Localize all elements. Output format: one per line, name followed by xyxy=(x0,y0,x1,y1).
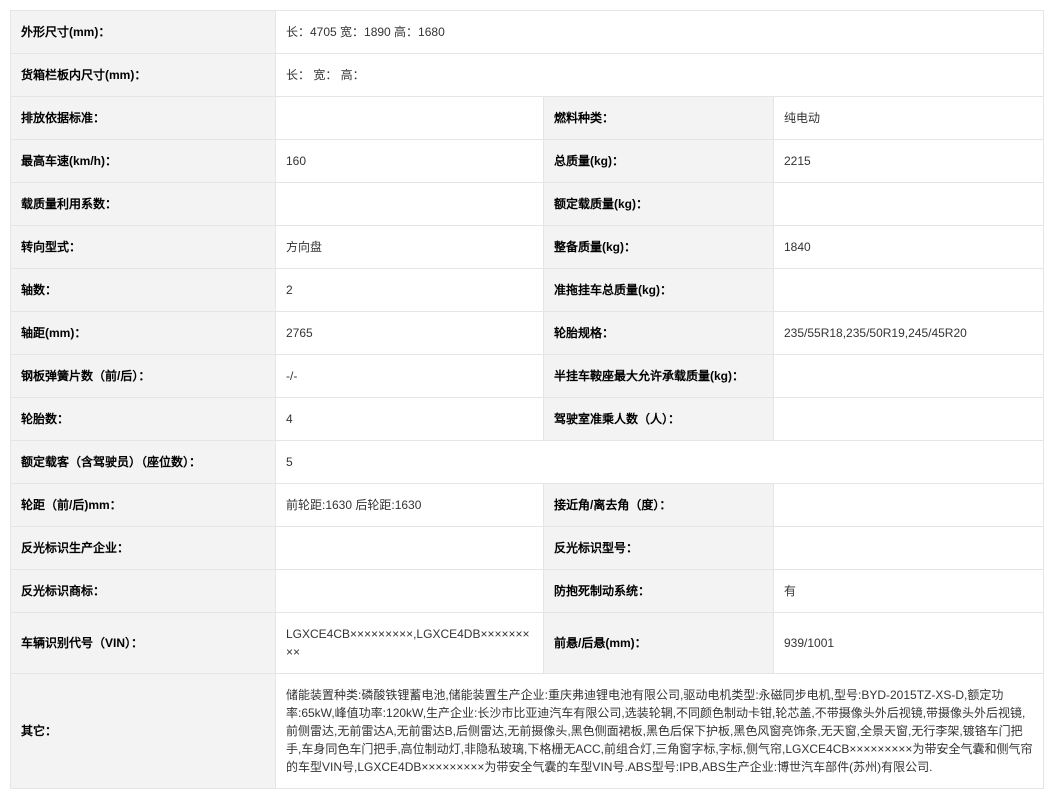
label-wheelbase: 轴距(mm)： xyxy=(11,312,276,355)
label-fuel-type: 燃料种类： xyxy=(544,97,774,140)
value-total-mass: 2215 xyxy=(774,140,1044,183)
label-track-width: 轮距（前/后)mm： xyxy=(11,484,276,527)
label-leaf-spring: 钢板弹簧片数（前/后）： xyxy=(11,355,276,398)
label-emission-standard: 排放依据标准： xyxy=(11,97,276,140)
label-mass-util-coef: 载质量利用系数： xyxy=(11,183,276,226)
label-reflector-model: 反光标识型号： xyxy=(544,527,774,570)
value-rated-passengers: 5 xyxy=(276,441,1044,484)
label-steering-type: 转向型式： xyxy=(11,226,276,269)
value-mass-util-coef xyxy=(276,183,544,226)
value-cargo-dimensions: 长： 宽： 高： xyxy=(276,54,1044,97)
label-semi-trailer-saddle: 半挂车鞍座最大允许承载质量(kg)： xyxy=(544,355,774,398)
label-dimensions: 外形尺寸(mm)： xyxy=(11,11,276,54)
label-abs: 防抱死制动系统： xyxy=(544,570,774,613)
label-tire-spec: 轮胎规格： xyxy=(544,312,774,355)
label-total-mass: 总质量(kg)： xyxy=(544,140,774,183)
label-approach-departure: 接近角/离去角（度）： xyxy=(544,484,774,527)
value-leaf-spring: -/- xyxy=(276,355,544,398)
label-reflector-mfr: 反光标识生产企业： xyxy=(11,527,276,570)
value-abs: 有 xyxy=(774,570,1044,613)
value-reflector-mfr xyxy=(276,527,544,570)
value-tire-count: 4 xyxy=(276,398,544,441)
value-rated-load xyxy=(774,183,1044,226)
value-emission-standard xyxy=(276,97,544,140)
value-tire-spec: 235/55R18,235/50R19,245/45R20 xyxy=(774,312,1044,355)
label-curb-mass: 整备质量(kg)： xyxy=(544,226,774,269)
value-fuel-type: 纯电动 xyxy=(774,97,1044,140)
label-other: 其它： xyxy=(11,674,276,789)
value-approach-departure xyxy=(774,484,1044,527)
label-axle-count: 轴数： xyxy=(11,269,276,312)
label-trailer-total-mass: 准拖挂车总质量(kg)： xyxy=(544,269,774,312)
vehicle-spec-table: 外形尺寸(mm)： 长：4705 宽：1890 高：1680 货箱栏板内尺寸(m… xyxy=(10,10,1044,789)
value-other: 储能装置种类:磷酸铁锂蓄电池,储能装置生产企业:重庆弗迪锂电池有限公司,驱动电机… xyxy=(276,674,1044,789)
label-vin: 车辆识别代号（VIN）： xyxy=(11,613,276,674)
label-reflector-trademark: 反光标识商标： xyxy=(11,570,276,613)
value-reflector-trademark xyxy=(276,570,544,613)
value-steering-type: 方向盘 xyxy=(276,226,544,269)
value-track-width: 前轮距:1630 后轮距:1630 xyxy=(276,484,544,527)
value-overhang: 939/1001 xyxy=(774,613,1044,674)
value-dimensions: 长：4705 宽：1890 高：1680 xyxy=(276,11,1044,54)
value-wheelbase: 2765 xyxy=(276,312,544,355)
value-max-speed: 160 xyxy=(276,140,544,183)
value-reflector-model xyxy=(774,527,1044,570)
value-vin: LGXCE4CB×××××××××,LGXCE4DB××××××××× xyxy=(276,613,544,674)
value-semi-trailer-saddle xyxy=(774,355,1044,398)
value-cab-passengers xyxy=(774,398,1044,441)
label-overhang: 前悬/后悬(mm)： xyxy=(544,613,774,674)
label-rated-load: 额定载质量(kg)： xyxy=(544,183,774,226)
value-trailer-total-mass xyxy=(774,269,1044,312)
value-axle-count: 2 xyxy=(276,269,544,312)
label-cargo-dimensions: 货箱栏板内尺寸(mm)： xyxy=(11,54,276,97)
label-max-speed: 最高车速(km/h)： xyxy=(11,140,276,183)
label-rated-passengers: 额定载客（含驾驶员）（座位数）： xyxy=(11,441,276,484)
value-curb-mass: 1840 xyxy=(774,226,1044,269)
label-cab-passengers: 驾驶室准乘人数（人）： xyxy=(544,398,774,441)
label-tire-count: 轮胎数： xyxy=(11,398,276,441)
